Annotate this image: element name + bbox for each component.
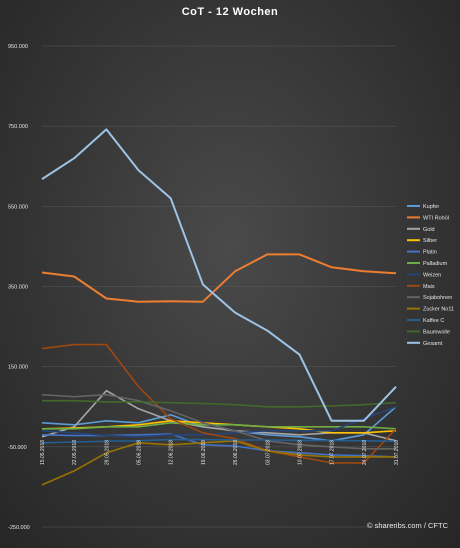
y-tick-label: 750.000 — [8, 124, 28, 130]
legend-label: Baumwolle — [423, 329, 450, 335]
x-tick-label: 05.06.2018 — [137, 440, 143, 465]
legend-label: Weizen — [423, 272, 441, 278]
series-line-baumwolle — [42, 399, 397, 408]
series-line-kaffee-c — [41, 438, 397, 444]
series-line-mais — [41, 343, 397, 464]
legend-label: Mais — [423, 284, 435, 290]
x-tick-label: 26.06.2018 — [233, 440, 239, 465]
x-tick-label: 24.07.2018 — [362, 440, 368, 465]
legend-label: Kaffee C — [423, 318, 444, 324]
y-tick-label: 150.000 — [8, 365, 28, 371]
x-tick-label: 10.07.2018 — [297, 440, 303, 465]
y-tick-label: 350.000 — [8, 285, 28, 291]
x-axis-ticks: 15.05.2018 22.05.2018 29.05.2018 05.06.2018… — [40, 440, 400, 465]
series-lines — [41, 128, 397, 486]
x-tick-label: 29.05.2018 — [104, 440, 110, 465]
x-tick-label: 03.07.2018 — [265, 440, 271, 465]
legend-label: Palladium — [423, 261, 448, 267]
series-line-palladium — [42, 421, 397, 430]
legend-label: Zucker No11 — [423, 307, 454, 313]
series-line-weizen — [41, 406, 397, 438]
legend-label: Gold — [423, 227, 435, 233]
y-tick-label: 550.000 — [8, 204, 28, 210]
series-line-sojabohnen — [41, 393, 396, 450]
y-tick-label: -50.000 — [8, 445, 27, 451]
x-tick-label: 31.07.2018 — [394, 440, 400, 465]
y-axis-ticks: 950.000 750.000 550.000 350.000 150.000 -50.0… — [8, 44, 30, 531]
legend-label: Silber — [423, 238, 437, 244]
series-line-platin — [41, 433, 397, 458]
x-tick-label: 15.05.2018 — [40, 440, 46, 465]
x-tick-label: 22.05.2018 — [72, 440, 78, 465]
legend-label: Platin — [423, 250, 437, 256]
y-tick-label: -250.000 — [8, 525, 30, 531]
x-tick-label: 17.07.2018 — [330, 440, 336, 465]
source-credit: © shareribs.com / CFTC — [367, 521, 448, 530]
legend-label: WTI Rohöl — [423, 215, 449, 221]
legend-label: Kupfer — [423, 204, 439, 210]
series-line-zucker-no11 — [41, 439, 396, 486]
series-line-gesamt — [41, 128, 397, 422]
x-tick-label: 19.06.2018 — [201, 440, 207, 465]
chart-title: CoT - 12 Wochen — [181, 6, 279, 18]
legend-label: Sojabohnen — [423, 295, 452, 301]
series-line-wti-roh-l — [41, 253, 397, 303]
y-tick-label: 950.000 — [8, 44, 28, 50]
x-tick-label: 12.06.2018 — [169, 440, 175, 465]
legend: Kupfer WTI Rohöl Gold Silber Platin Palladium… — [407, 204, 454, 347]
legend-label: Gesamt — [423, 341, 443, 347]
